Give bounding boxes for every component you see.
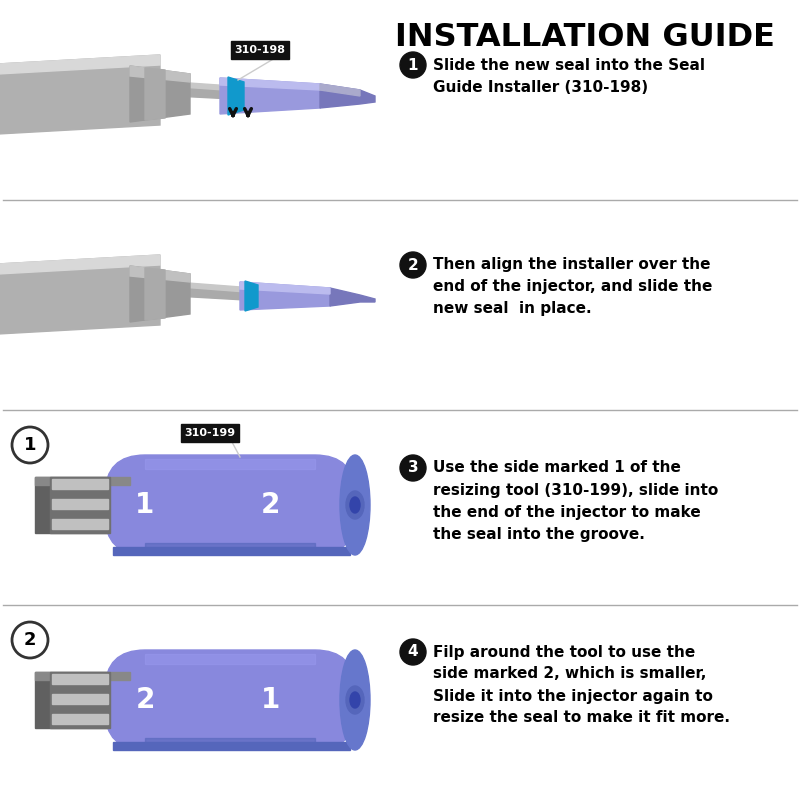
Text: Use the side marked 1 of the: Use the side marked 1 of the xyxy=(433,461,681,475)
Ellipse shape xyxy=(350,692,360,708)
Text: 2: 2 xyxy=(260,491,280,519)
Circle shape xyxy=(400,252,426,278)
Polygon shape xyxy=(130,266,190,282)
Polygon shape xyxy=(330,288,375,306)
Polygon shape xyxy=(145,738,315,746)
Text: 1: 1 xyxy=(260,686,280,714)
Polygon shape xyxy=(175,82,290,96)
Polygon shape xyxy=(52,499,108,509)
Polygon shape xyxy=(35,477,130,485)
Polygon shape xyxy=(35,672,130,680)
Ellipse shape xyxy=(340,455,370,555)
Polygon shape xyxy=(220,78,320,114)
FancyBboxPatch shape xyxy=(105,455,355,555)
Polygon shape xyxy=(228,77,244,115)
Text: Then align the installer over the: Then align the installer over the xyxy=(433,258,710,273)
Polygon shape xyxy=(145,654,315,664)
Polygon shape xyxy=(52,694,108,704)
Text: end of the injector, and slide the: end of the injector, and slide the xyxy=(433,279,712,294)
Text: Filp around the tool to use the: Filp around the tool to use the xyxy=(433,645,695,659)
Text: resizing tool (310-199), slide into: resizing tool (310-199), slide into xyxy=(433,482,718,498)
Circle shape xyxy=(400,639,426,665)
Text: the end of the injector to make: the end of the injector to make xyxy=(433,505,701,519)
Polygon shape xyxy=(0,255,160,335)
Polygon shape xyxy=(35,477,130,533)
Polygon shape xyxy=(175,288,280,302)
Circle shape xyxy=(400,52,426,78)
Polygon shape xyxy=(130,66,190,82)
Polygon shape xyxy=(0,55,160,75)
Text: 310-198: 310-198 xyxy=(234,45,286,55)
Text: INSTALLATION GUIDE: INSTALLATION GUIDE xyxy=(395,22,775,54)
Circle shape xyxy=(12,427,48,463)
Text: Slide the new seal into the Seal: Slide the new seal into the Seal xyxy=(433,58,705,73)
Polygon shape xyxy=(35,672,130,728)
Polygon shape xyxy=(50,477,110,533)
Polygon shape xyxy=(0,255,160,275)
Polygon shape xyxy=(130,266,190,322)
Text: Slide it into the injector again to: Slide it into the injector again to xyxy=(433,689,713,703)
Text: 4: 4 xyxy=(408,645,418,659)
Text: 1: 1 xyxy=(135,491,154,519)
Text: 2: 2 xyxy=(408,258,418,273)
Text: 1: 1 xyxy=(408,58,418,73)
Polygon shape xyxy=(240,282,330,310)
Polygon shape xyxy=(113,547,350,555)
Polygon shape xyxy=(52,519,108,529)
Polygon shape xyxy=(320,84,360,96)
Polygon shape xyxy=(52,714,108,724)
Polygon shape xyxy=(240,282,330,294)
Polygon shape xyxy=(320,84,375,108)
Ellipse shape xyxy=(340,650,370,750)
Ellipse shape xyxy=(346,491,364,519)
Circle shape xyxy=(12,622,48,658)
Polygon shape xyxy=(113,742,350,750)
Text: 3: 3 xyxy=(408,461,418,475)
Polygon shape xyxy=(52,674,108,684)
Text: 310-199: 310-199 xyxy=(185,428,235,438)
Text: 2: 2 xyxy=(24,631,36,649)
Polygon shape xyxy=(0,55,160,135)
Text: side marked 2, which is smaller,: side marked 2, which is smaller, xyxy=(433,666,706,682)
Polygon shape xyxy=(130,66,190,122)
Text: the seal into the groove.: the seal into the groove. xyxy=(433,526,645,542)
Polygon shape xyxy=(175,88,290,102)
FancyBboxPatch shape xyxy=(105,650,355,750)
Polygon shape xyxy=(50,672,110,728)
Polygon shape xyxy=(145,268,165,320)
Text: Guide Installer (310-198): Guide Installer (310-198) xyxy=(433,79,648,94)
Ellipse shape xyxy=(346,686,364,714)
Circle shape xyxy=(400,455,426,481)
Text: 2: 2 xyxy=(135,686,154,714)
Text: 1: 1 xyxy=(24,436,36,454)
Text: resize the seal to make it fit more.: resize the seal to make it fit more. xyxy=(433,710,730,726)
Polygon shape xyxy=(175,282,280,296)
Polygon shape xyxy=(245,281,258,311)
Polygon shape xyxy=(52,479,108,489)
Polygon shape xyxy=(220,78,320,90)
Polygon shape xyxy=(145,543,315,551)
Polygon shape xyxy=(145,459,315,469)
Text: new seal  in place.: new seal in place. xyxy=(433,302,592,317)
Ellipse shape xyxy=(350,497,360,513)
Polygon shape xyxy=(145,68,165,120)
